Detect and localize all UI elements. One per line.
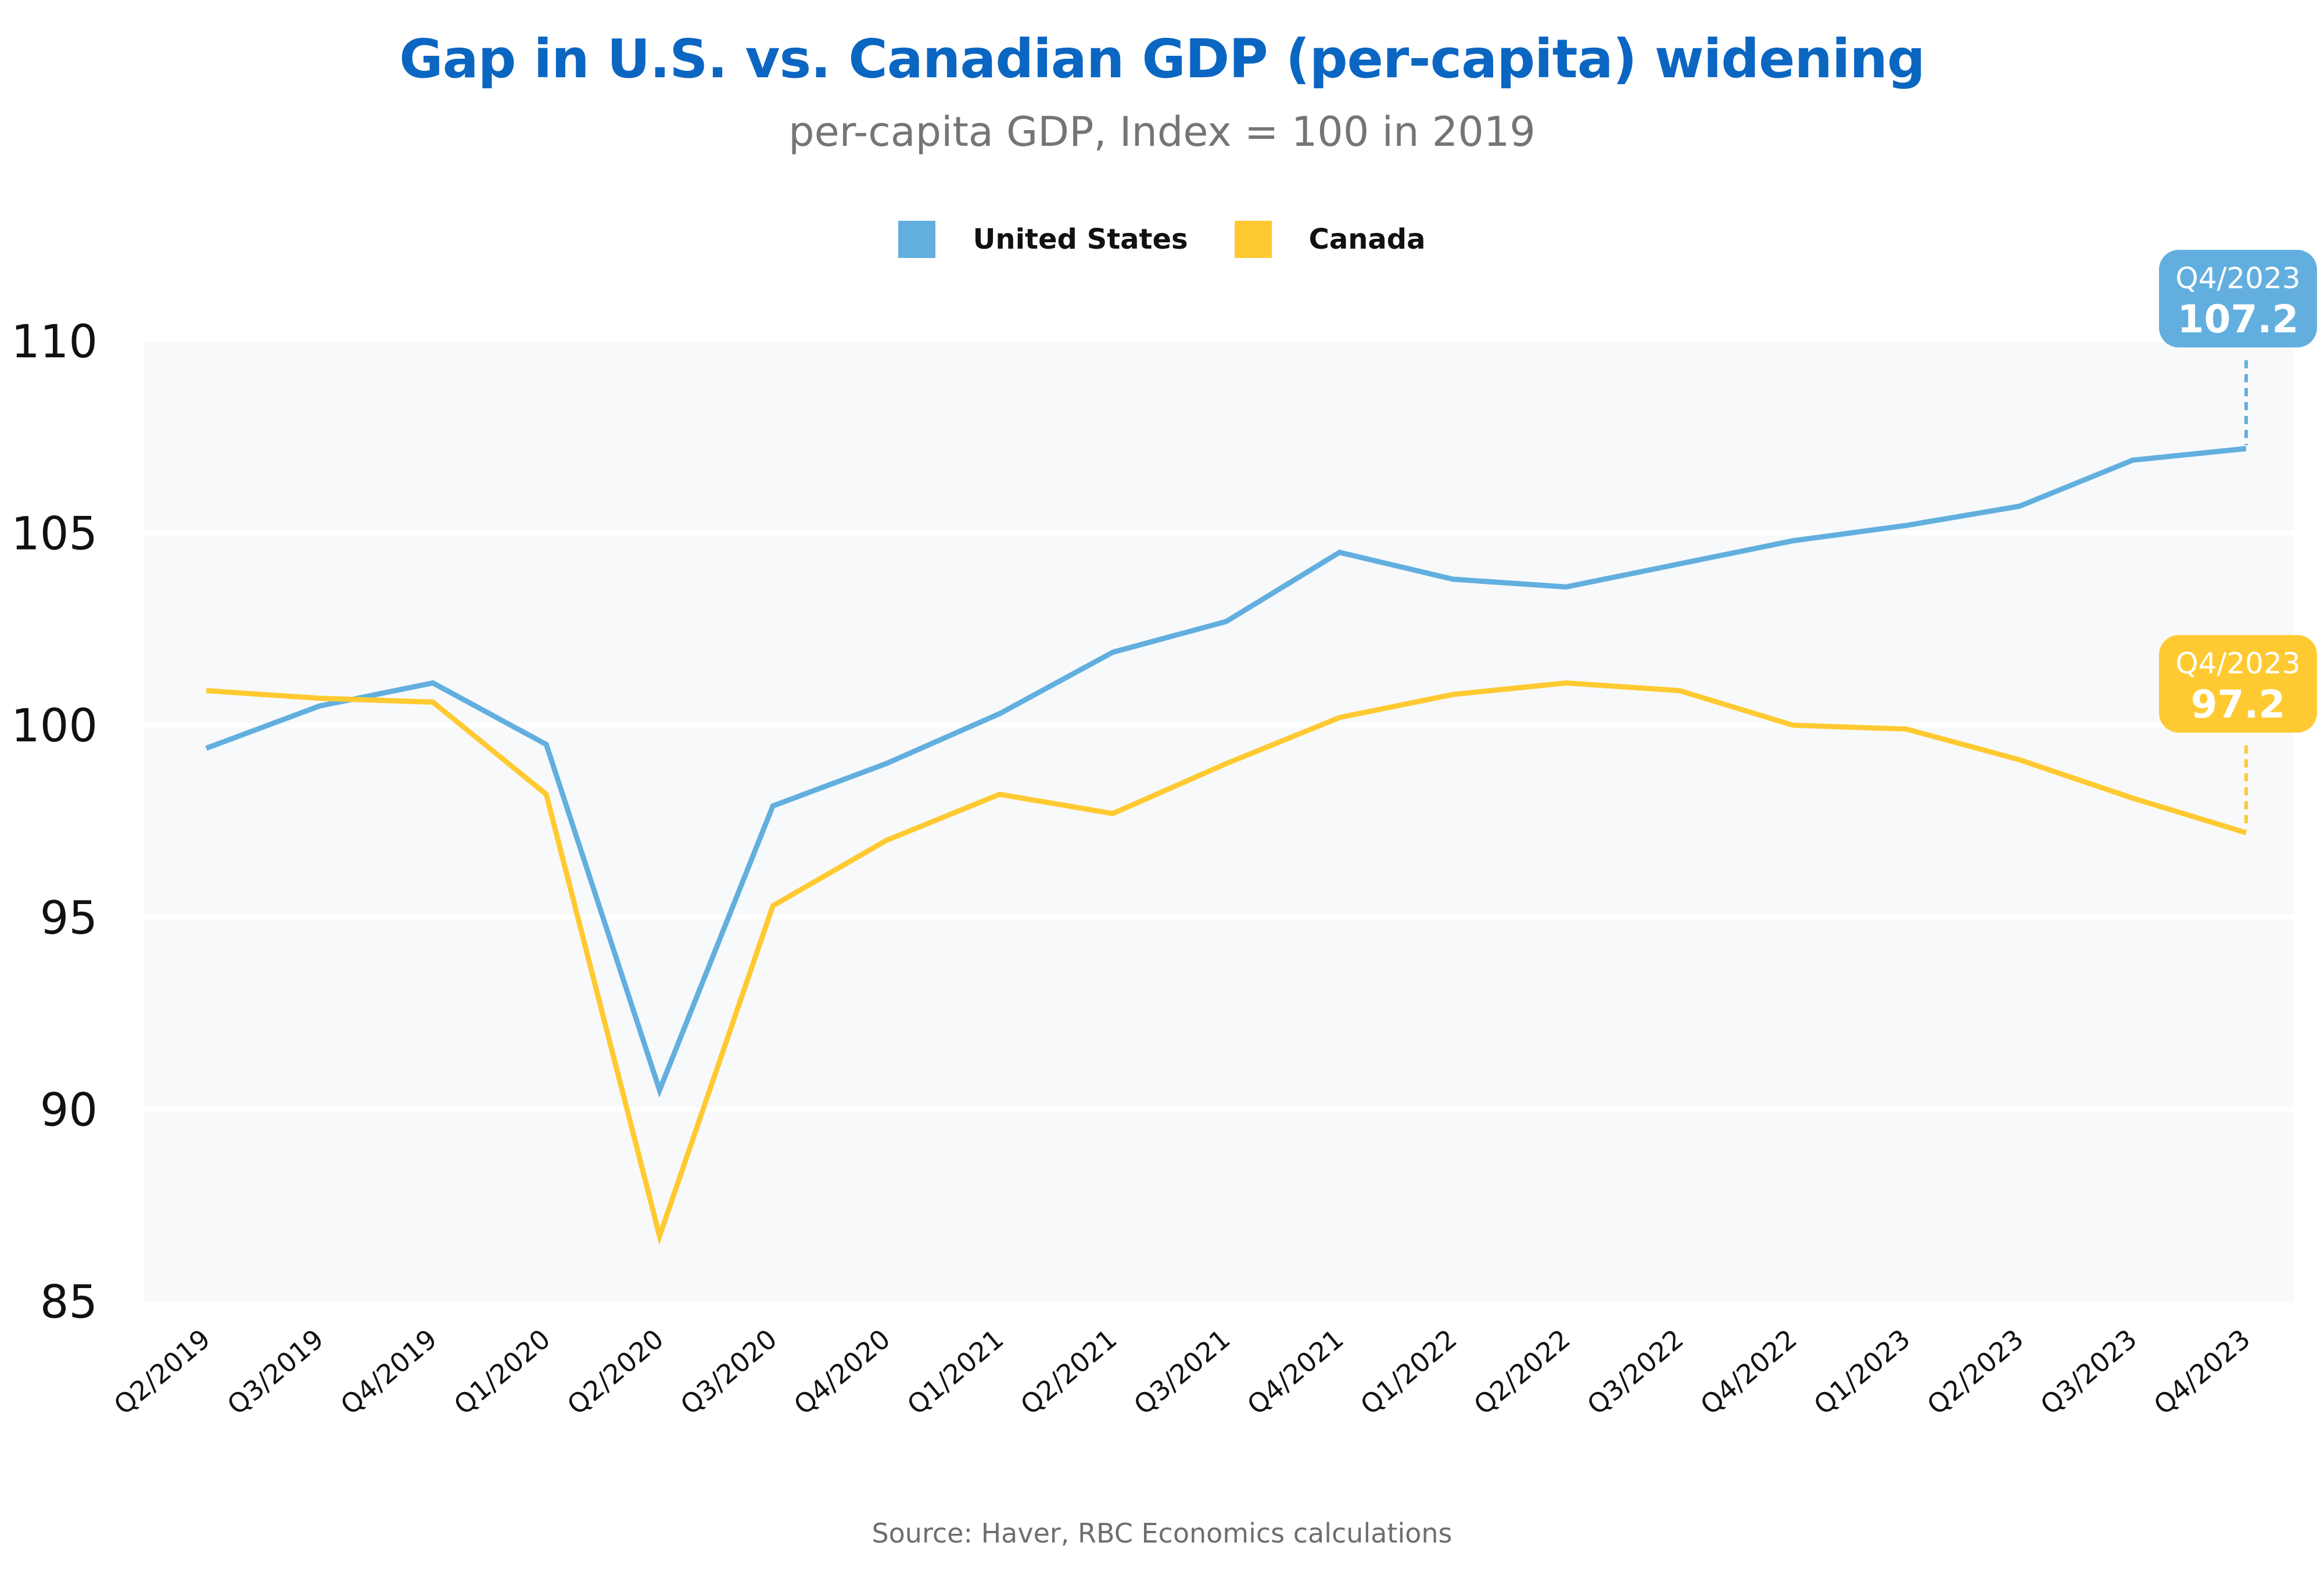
chart-subtitle: per-capita GDP, Index = 100 in 2019 [788, 108, 1536, 156]
legend-swatch-canada [1234, 221, 1272, 258]
y-tick-label: 100 [11, 700, 98, 752]
y-tick-label: 85 [40, 1276, 98, 1329]
legend: United States Canada [0, 221, 2324, 258]
x-tick-label: Q3/2021 [1128, 1323, 1236, 1421]
x-tick-label: Q4/2019 [335, 1323, 443, 1421]
x-tick-label: Q1/2023 [1807, 1323, 1916, 1421]
y-tick-label: 90 [40, 1084, 98, 1136]
y-axis-ticks: 110 105 100 95 90 85 [11, 316, 98, 1329]
x-tick-label: Q3/2019 [221, 1323, 329, 1421]
x-tick-label: Q4/2022 [1694, 1323, 1802, 1421]
legend-label-united-states: United States [973, 223, 1188, 256]
x-tick-label: Q3/2023 [2035, 1323, 2143, 1421]
plot-area [144, 341, 2294, 1301]
gridlines [144, 530, 2294, 1112]
x-tick-label: Q1/2020 [448, 1323, 556, 1421]
y-tick-label: 105 [11, 508, 98, 561]
x-tick-label: Q2/2019 [108, 1323, 216, 1421]
callout-value: 107.2 [2178, 297, 2299, 342]
x-tick-label: Q4/2021 [1241, 1323, 1349, 1421]
x-tick-label: Q4/2020 [788, 1323, 896, 1421]
x-tick-label: Q3/2022 [1581, 1323, 1689, 1421]
source-note: Source: Haver, RBC Economics calculation… [871, 1518, 1452, 1549]
x-tick-label: Q2/2021 [1014, 1323, 1122, 1421]
x-tick-label: Q2/2020 [561, 1323, 669, 1421]
x-axis-ticks: Q2/2019 Q3/2019 Q4/2019 Q1/2020 Q2/2020 Q3/20… [108, 1323, 2256, 1421]
callout-value: 97.2 [2191, 682, 2286, 727]
callout-period: Q4/2023 [2175, 261, 2300, 295]
x-tick-label: Q4/2023 [2148, 1323, 2256, 1421]
legend-item-united-states[interactable]: United States [898, 221, 1188, 258]
y-tick-label: 95 [40, 892, 98, 945]
x-tick-label: Q2/2022 [1468, 1323, 1576, 1421]
legend-swatch-united-states [898, 221, 936, 258]
chart-title: Gap in U.S. vs. Canadian GDP (per-capita… [399, 28, 1925, 90]
series-lines [205, 446, 2247, 1246]
y-tick-label: 110 [11, 316, 98, 368]
callout-period: Q4/2023 [2175, 647, 2300, 680]
callout-box [2159, 250, 2317, 347]
x-tick-label: Q3/2020 [675, 1323, 783, 1421]
legend-item-canada[interactable]: Canada [1234, 221, 1426, 258]
x-tick-label: Q1/2022 [1354, 1323, 1462, 1421]
x-tick-label: Q1/2021 [901, 1323, 1009, 1421]
legend-label-canada: Canada [1308, 223, 1426, 256]
callout-box [2159, 635, 2317, 733]
x-tick-label: Q2/2023 [1921, 1323, 2029, 1421]
